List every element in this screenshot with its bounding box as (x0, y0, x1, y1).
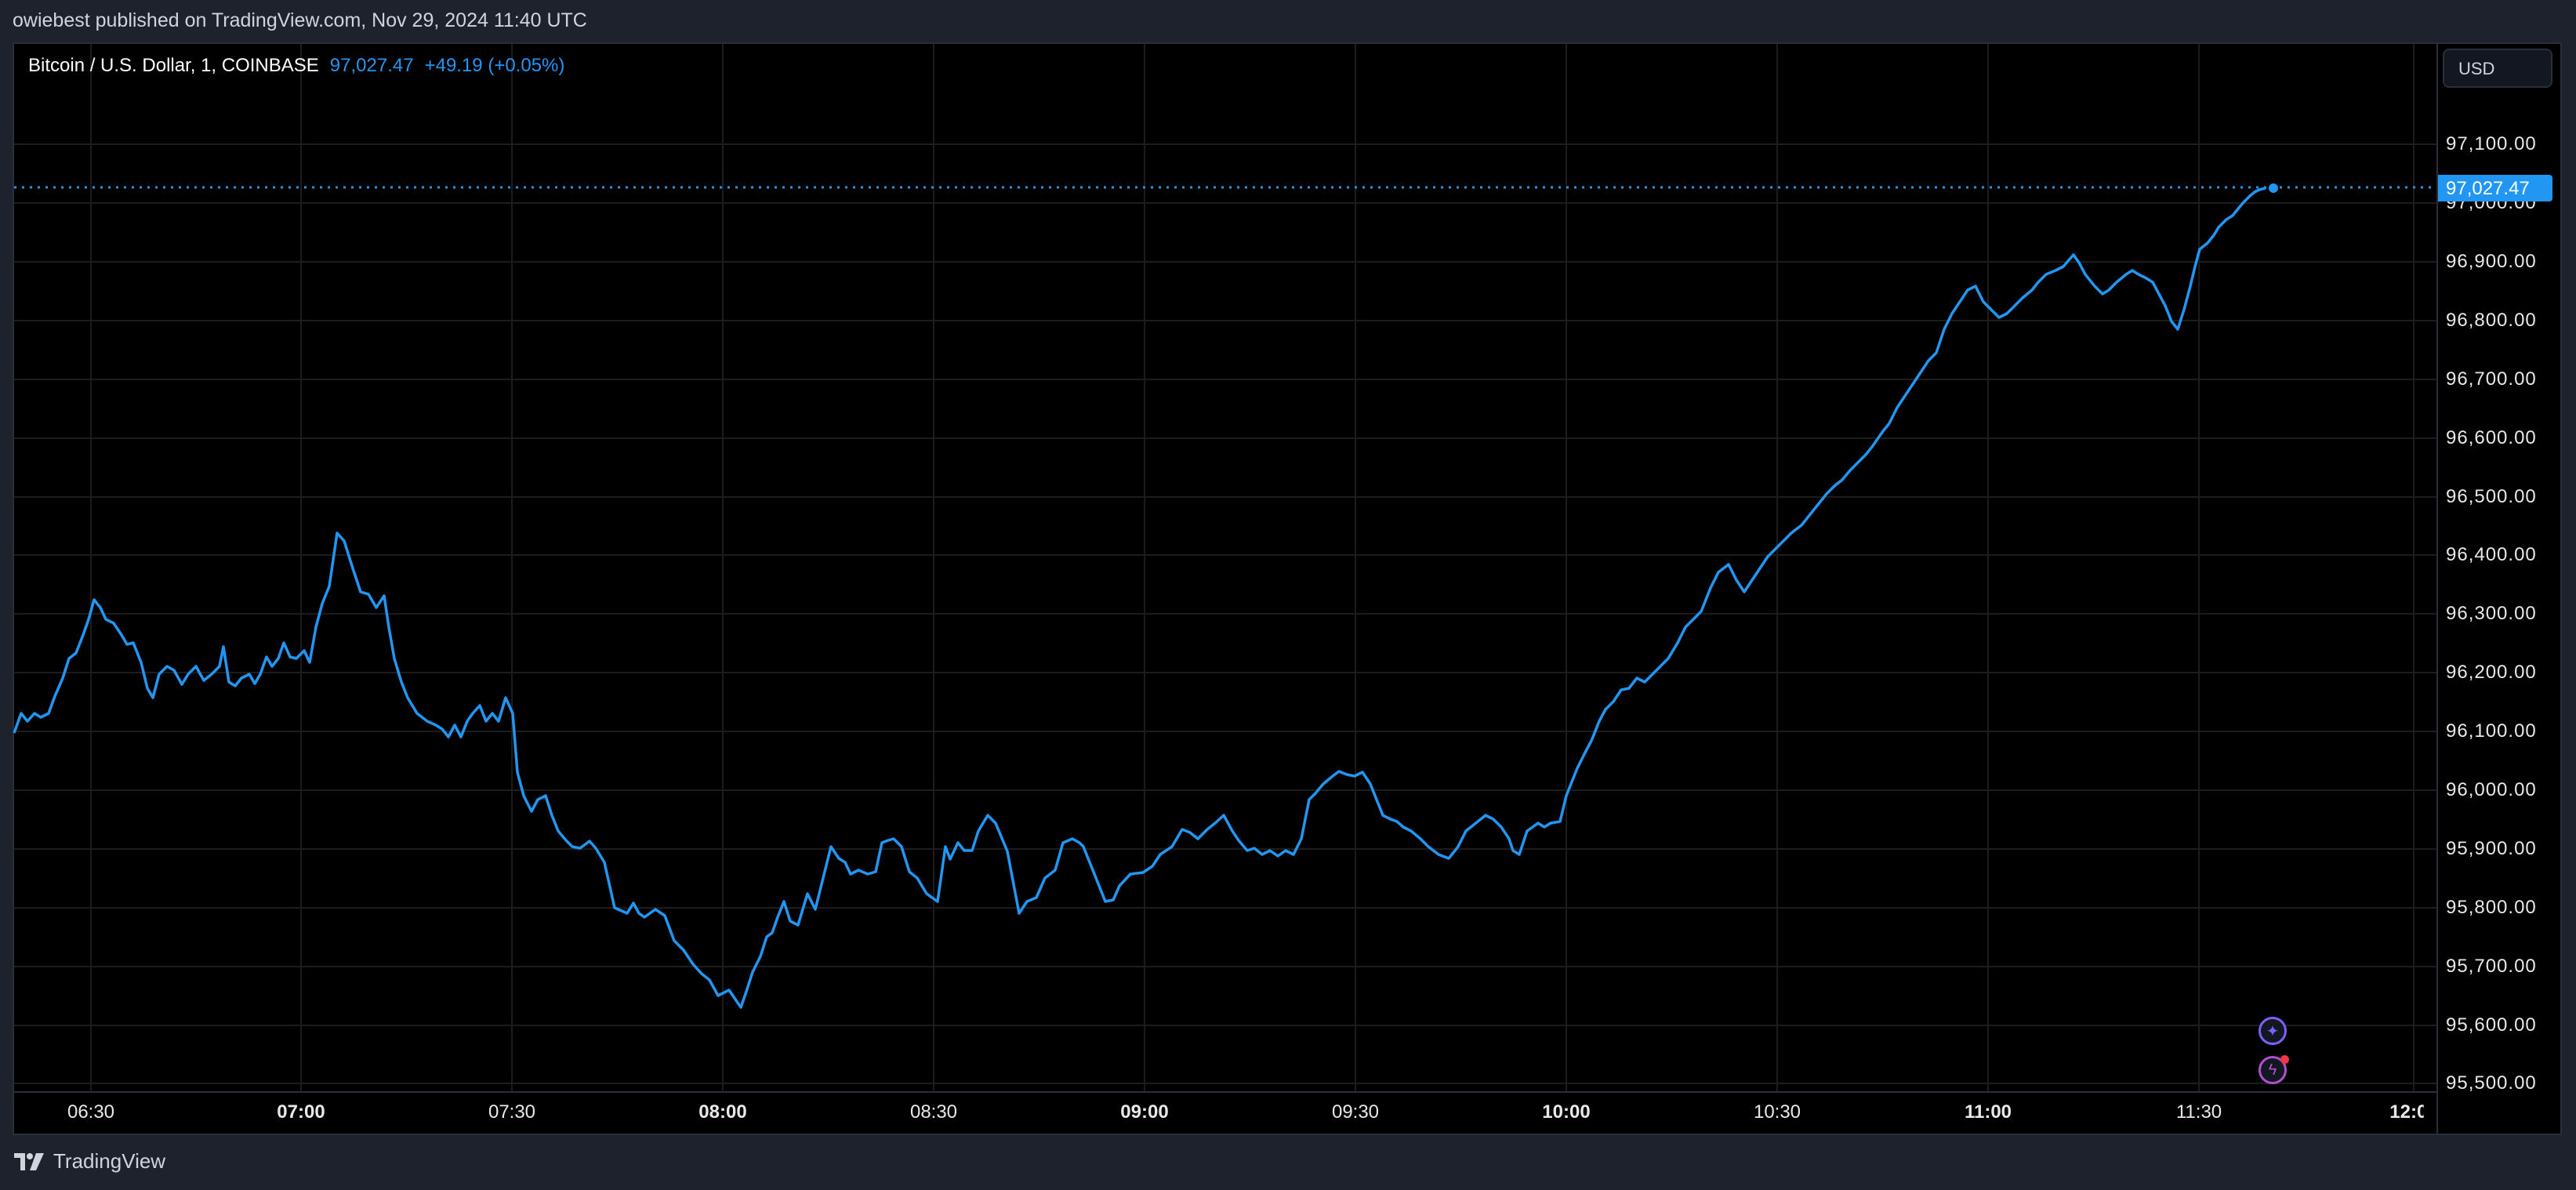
grid-lines (14, 44, 2436, 1091)
x-label: 08:30 (909, 1101, 958, 1123)
x-label: 10:30 (1753, 1101, 1801, 1123)
notification-dot (2280, 1055, 2289, 1064)
x-label: 09:00 (1120, 1101, 1169, 1123)
chart-pane[interactable] (13, 42, 2562, 1135)
y-label: 96,300.00 (2446, 603, 2537, 624)
currency-button[interactable]: USD (2443, 49, 2552, 88)
y-label: 95,900.00 (2446, 838, 2537, 859)
tradingview-logo-icon (14, 1152, 44, 1170)
y-label: 95,700.00 (2446, 956, 2537, 977)
y-label: 96,800.00 (2446, 310, 2537, 331)
y-label: 96,400.00 (2446, 544, 2537, 565)
lightning-icon[interactable]: ϟ (2259, 1056, 2287, 1084)
y-label: 96,600.00 (2446, 427, 2537, 448)
y-label: 96,500.00 (2446, 486, 2537, 507)
x-label: 07:30 (488, 1101, 536, 1123)
tradingview-logo[interactable]: TradingView (14, 1149, 165, 1174)
y-label: 96,200.00 (2446, 662, 2537, 683)
last-price-dot (2269, 183, 2278, 193)
last-price-value: 97,027.47 (329, 55, 414, 76)
x-label: 08:00 (698, 1101, 747, 1123)
x-label: 09:30 (1331, 1101, 1380, 1123)
price-scale-divider (2436, 44, 2438, 1134)
sparkle-icon[interactable]: ✦ (2259, 1017, 2287, 1045)
x-label: 11:30 (2175, 1101, 2222, 1123)
x-label: 07:00 (277, 1101, 325, 1123)
y-label: 96,700.00 (2446, 368, 2537, 390)
symbol-legend[interactable]: Bitcoin / U.S. Dollar, 1, COINBASE 97,02… (28, 55, 564, 77)
price-line (13, 187, 2266, 1009)
y-label: 96,000.00 (2446, 779, 2537, 800)
time-scale[interactable] (14, 1091, 2436, 1135)
price-change: +49.19 (+0.05%) (424, 55, 565, 76)
x-label: 12:00 (2389, 1101, 2438, 1123)
y-label: 95,500.00 (2446, 1072, 2537, 1094)
x-label: 06:30 (67, 1101, 115, 1123)
x-label: 10:00 (1542, 1101, 1591, 1123)
y-label: 95,800.00 (2446, 897, 2537, 918)
y-label: 96,100.00 (2446, 720, 2537, 742)
last-price-tag: 97,027.47 (2438, 175, 2552, 201)
y-label: 95,600.00 (2446, 1014, 2537, 1036)
x-label: 11:00 (1964, 1101, 2012, 1123)
y-label: 96,900.00 (2446, 251, 2537, 272)
y-label: 97,100.00 (2446, 133, 2537, 154)
brand-name: TradingView (53, 1149, 166, 1173)
publisher-caption: owiebest published on TradingView.com, N… (13, 9, 587, 31)
symbol-name[interactable]: Bitcoin / U.S. Dollar, 1, COINBASE (28, 55, 319, 76)
